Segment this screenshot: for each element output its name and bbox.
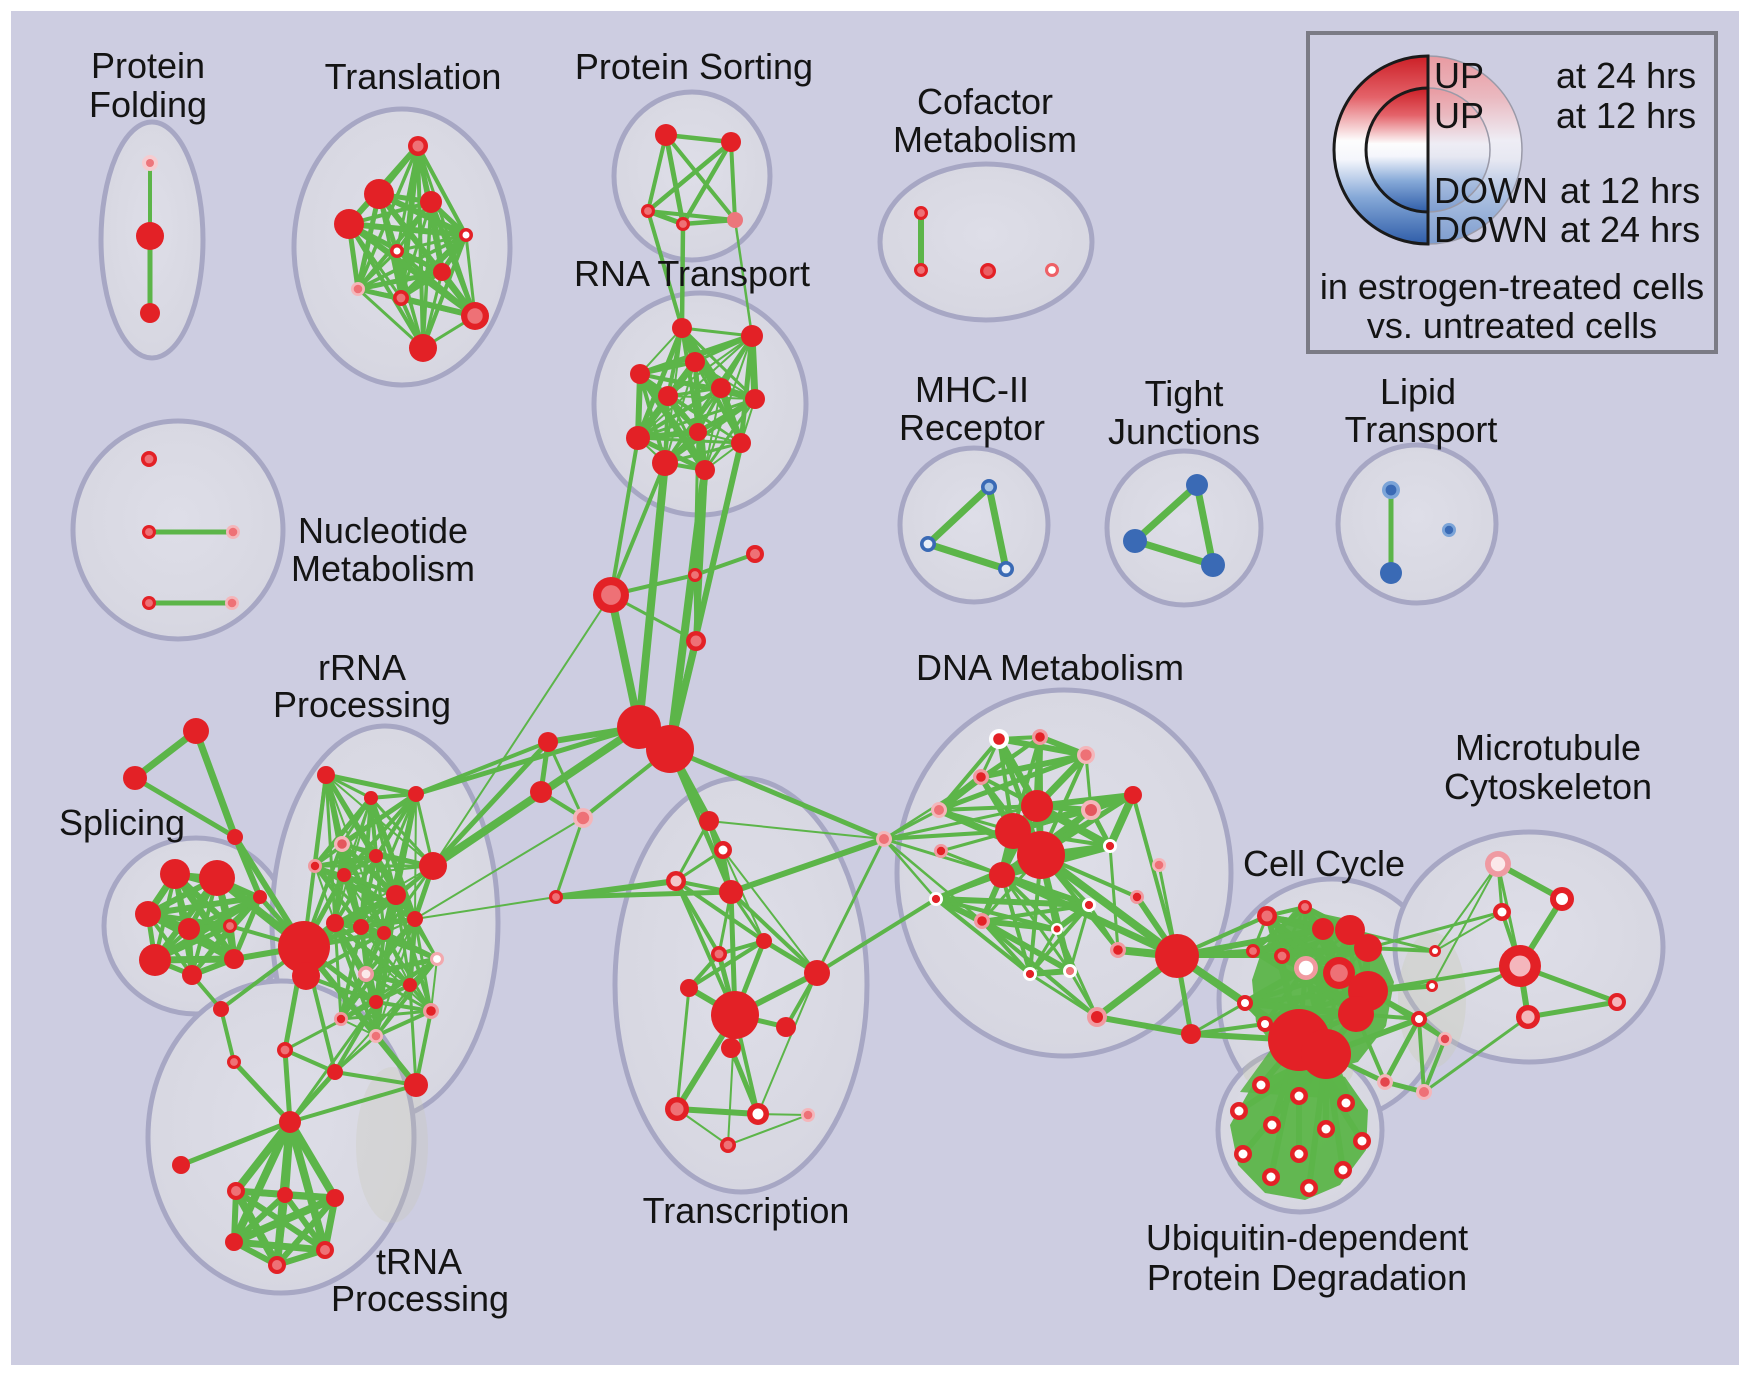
svg-text:Microtubule: Microtubule xyxy=(1455,727,1641,768)
svg-text:Processing: Processing xyxy=(273,684,451,725)
svg-text:Ubiquitin-dependent: Ubiquitin-dependent xyxy=(1146,1217,1468,1258)
svg-text:MHC-II: MHC-II xyxy=(915,369,1029,410)
svg-text:rRNA: rRNA xyxy=(318,647,406,688)
svg-text:Metabolism: Metabolism xyxy=(291,548,475,589)
svg-text:Metabolism: Metabolism xyxy=(893,119,1077,160)
svg-text:Splicing: Splicing xyxy=(59,802,185,843)
svg-text:Cofactor: Cofactor xyxy=(917,81,1053,122)
svg-text:in estrogen-treated cells: in estrogen-treated cells xyxy=(1320,266,1704,307)
svg-text:Tight: Tight xyxy=(1145,373,1224,414)
svg-text:Protein Degradation: Protein Degradation xyxy=(1147,1257,1467,1298)
svg-text:at 12 hrs: at 12 hrs xyxy=(1556,95,1696,136)
svg-text:Protein: Protein xyxy=(91,45,205,86)
svg-text:RNA Transport: RNA Transport xyxy=(574,253,810,294)
svg-text:at 24 hrs: at 24 hrs xyxy=(1560,209,1700,250)
svg-text:Junctions: Junctions xyxy=(1108,411,1260,452)
svg-text:at 12 hrs: at 12 hrs xyxy=(1560,170,1700,211)
svg-text:Processing: Processing xyxy=(331,1278,509,1319)
svg-text:Lipid: Lipid xyxy=(1380,371,1456,412)
svg-text:DOWN: DOWN xyxy=(1434,170,1548,211)
svg-text:at 24 hrs: at 24 hrs xyxy=(1556,55,1696,96)
svg-text:Folding: Folding xyxy=(89,84,207,125)
svg-text:DNA Metabolism: DNA Metabolism xyxy=(916,647,1184,688)
svg-text:UP: UP xyxy=(1434,95,1484,136)
svg-text:Transport: Transport xyxy=(1345,409,1498,450)
svg-text:UP: UP xyxy=(1434,55,1484,96)
svg-text:Translation: Translation xyxy=(325,56,502,97)
svg-text:Cell Cycle: Cell Cycle xyxy=(1243,843,1405,884)
svg-text:Cytoskeleton: Cytoskeleton xyxy=(1444,766,1652,807)
svg-text:Transcription: Transcription xyxy=(643,1190,850,1231)
svg-text:Protein Sorting: Protein Sorting xyxy=(575,46,813,87)
svg-text:tRNA: tRNA xyxy=(376,1241,462,1282)
svg-text:vs. untreated cells: vs. untreated cells xyxy=(1367,305,1657,346)
svg-text:Nucleotide: Nucleotide xyxy=(298,510,468,551)
svg-text:DOWN: DOWN xyxy=(1434,209,1548,250)
svg-text:Receptor: Receptor xyxy=(899,407,1045,448)
